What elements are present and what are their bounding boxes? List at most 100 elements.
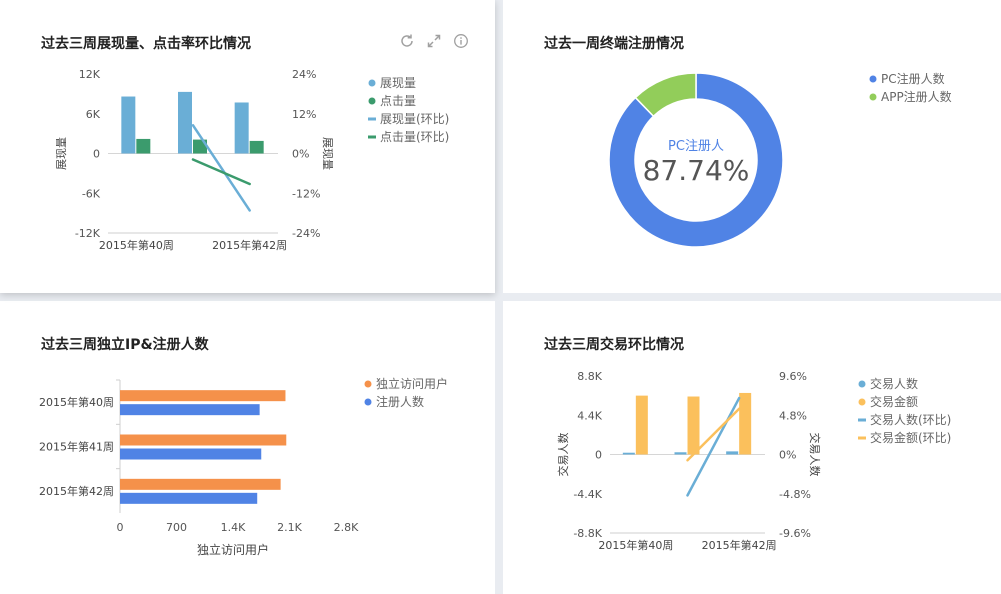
panel-terminal-registration: PC注册人 87.74% PC注册人数 APP注册人数 过去一周终端注册情况 (503, 0, 1001, 293)
panel-transactions: 8.8K 4.4K 0 -4.4K -8.8K 9.6% 4.8% 0% -4.8% -9.6% 交… (503, 301, 1001, 594)
y-right-tick-label: -24% (292, 227, 320, 240)
donut-center-label: PC注册人 (668, 139, 724, 154)
bar[interactable] (120, 448, 262, 460)
panel-title: 过去一周终端注册情况 (544, 36, 684, 52)
legend-label[interactable]: 展现量(环比) (380, 112, 449, 126)
bar[interactable] (120, 478, 281, 490)
x-tick-label: 2.1K (277, 521, 302, 534)
donut-center-value: 87.74% (643, 154, 750, 187)
y-left-tick-label: 0 (93, 148, 100, 161)
legend-marker[interactable] (364, 380, 372, 388)
bar (726, 451, 739, 455)
bar (739, 392, 752, 455)
bar (635, 395, 648, 455)
y-left-tick-label: 4.4K (577, 409, 602, 422)
y-right-tick-label: -12% (292, 187, 320, 200)
ip-registration-bar-chart: 2015年第40周 2015年第41周 2015年第42周 0 700 1.4K 2.1K 2… (39, 376, 448, 557)
x-tick-label: 2015年第42周 (212, 238, 287, 252)
panel-title: 过去三周独立IP&注册人数 (41, 337, 209, 353)
y-tick-label: 2015年第42周 (39, 484, 114, 498)
legend-marker[interactable] (869, 93, 877, 101)
legend-label[interactable]: 展现量 (380, 76, 416, 90)
bar (234, 102, 249, 154)
legend-marker[interactable] (368, 97, 376, 105)
legend-marker[interactable] (869, 75, 877, 83)
bar (178, 91, 192, 154)
y-left-tick-label: 8.8K (577, 370, 602, 383)
x-tick-label: 2015年第40周 (99, 238, 174, 252)
y-right-tick-label: 9.6% (779, 370, 807, 383)
x-tick-label: 0 (117, 521, 124, 534)
legend-marker[interactable] (858, 418, 866, 422)
legend-marker[interactable] (858, 436, 866, 440)
y-tick-label: 2015年第40周 (39, 395, 114, 409)
y-right-axis-label: 交易人数 (808, 433, 822, 477)
legend-label[interactable]: 交易人数(环比) (870, 412, 951, 427)
legend-label[interactable]: 交易人数 (870, 376, 918, 391)
refresh-icon[interactable] (399, 33, 415, 49)
panel-ip-registration: 2015年第40周 2015年第41周 2015年第42周 0 700 1.4K 2.1K 2… (0, 301, 495, 594)
x-tick-label: 700 (166, 521, 187, 534)
y-tick-label: 2015年第41周 (39, 440, 114, 454)
legend-label[interactable]: 注册人数 (376, 394, 424, 409)
bar (121, 96, 136, 154)
y-right-tick-label: 0% (292, 148, 309, 161)
y-left-tick-label: -8.8K (573, 527, 602, 540)
legend-label[interactable]: 点击量(环比) (380, 130, 449, 144)
y-right-tick-label: -9.6% (779, 527, 811, 540)
legend-marker[interactable] (858, 380, 866, 388)
legend-label[interactable]: PC注册人数 (881, 71, 945, 86)
series-line (191, 124, 251, 212)
y-right-tick-label: 0% (779, 449, 796, 462)
bar[interactable] (120, 434, 287, 446)
y-left-tick-label: 12K (79, 68, 101, 81)
y-left-tick-label: 0 (595, 449, 602, 462)
y-left-tick-label: -12K (75, 227, 101, 240)
bar (674, 452, 687, 455)
x-tick-label: 2015年第42周 (702, 538, 777, 552)
y-right-tick-label: 4.8% (779, 409, 807, 422)
legend-marker[interactable] (368, 117, 376, 121)
x-tick-label: 1.4K (221, 521, 246, 534)
x-tick-label: 2015年第40周 (598, 538, 673, 552)
bar[interactable] (120, 492, 258, 504)
pie-slice[interactable] (608, 72, 784, 248)
x-axis-label: 独立访问用户 (197, 542, 269, 557)
pie-slice[interactable] (634, 72, 697, 118)
legend-label[interactable]: 独立访问用户 (376, 376, 448, 391)
legend-label[interactable]: 交易金额(环比) (870, 430, 951, 445)
bar (622, 452, 635, 455)
y-right-tick-label: 24% (292, 68, 316, 81)
y-left-tick-label: -6K (82, 187, 101, 200)
bar (687, 396, 700, 455)
bar (249, 140, 264, 154)
legend-marker[interactable] (364, 398, 372, 406)
bar[interactable] (120, 404, 260, 416)
panel-toolbar (399, 33, 469, 49)
series-line (686, 407, 741, 462)
y-left-axis-label: 交易人数 (556, 433, 570, 477)
bar (136, 138, 151, 154)
y-left-axis-label: 展现量 (55, 137, 68, 170)
y-left-tick-label: 6K (86, 108, 101, 121)
series-line (191, 158, 251, 186)
transactions-chart: 8.8K 4.4K 0 -4.4K -8.8K 9.6% 4.8% 0% -4.8% -9.6% 交… (556, 370, 951, 552)
legend-label[interactable]: 交易金额 (870, 394, 918, 409)
bar[interactable] (120, 390, 286, 402)
legend-label[interactable]: APP注册人数 (881, 89, 952, 104)
info-icon[interactable] (453, 33, 469, 49)
panel-impressions-clicks: 12K 6K 0 -6K -12K 24% 12% 0% -12% -24% 展现量 展现量 2015年… (0, 0, 495, 293)
legend-marker[interactable] (858, 398, 866, 406)
x-tick-label: 2.8K (334, 521, 359, 534)
y-right-tick-label: 12% (292, 108, 316, 121)
expand-icon[interactable] (426, 33, 442, 49)
y-right-tick-label: -4.8% (779, 488, 811, 501)
legend-label[interactable]: 点击量 (380, 94, 416, 108)
legend-marker[interactable] (368, 79, 376, 87)
panel-title: 过去三周展现量、点击率环比情况 (41, 36, 251, 52)
panel-title: 过去三周交易环比情况 (544, 337, 684, 353)
legend-marker[interactable] (368, 135, 376, 139)
y-left-tick-label: -4.4K (573, 488, 602, 501)
